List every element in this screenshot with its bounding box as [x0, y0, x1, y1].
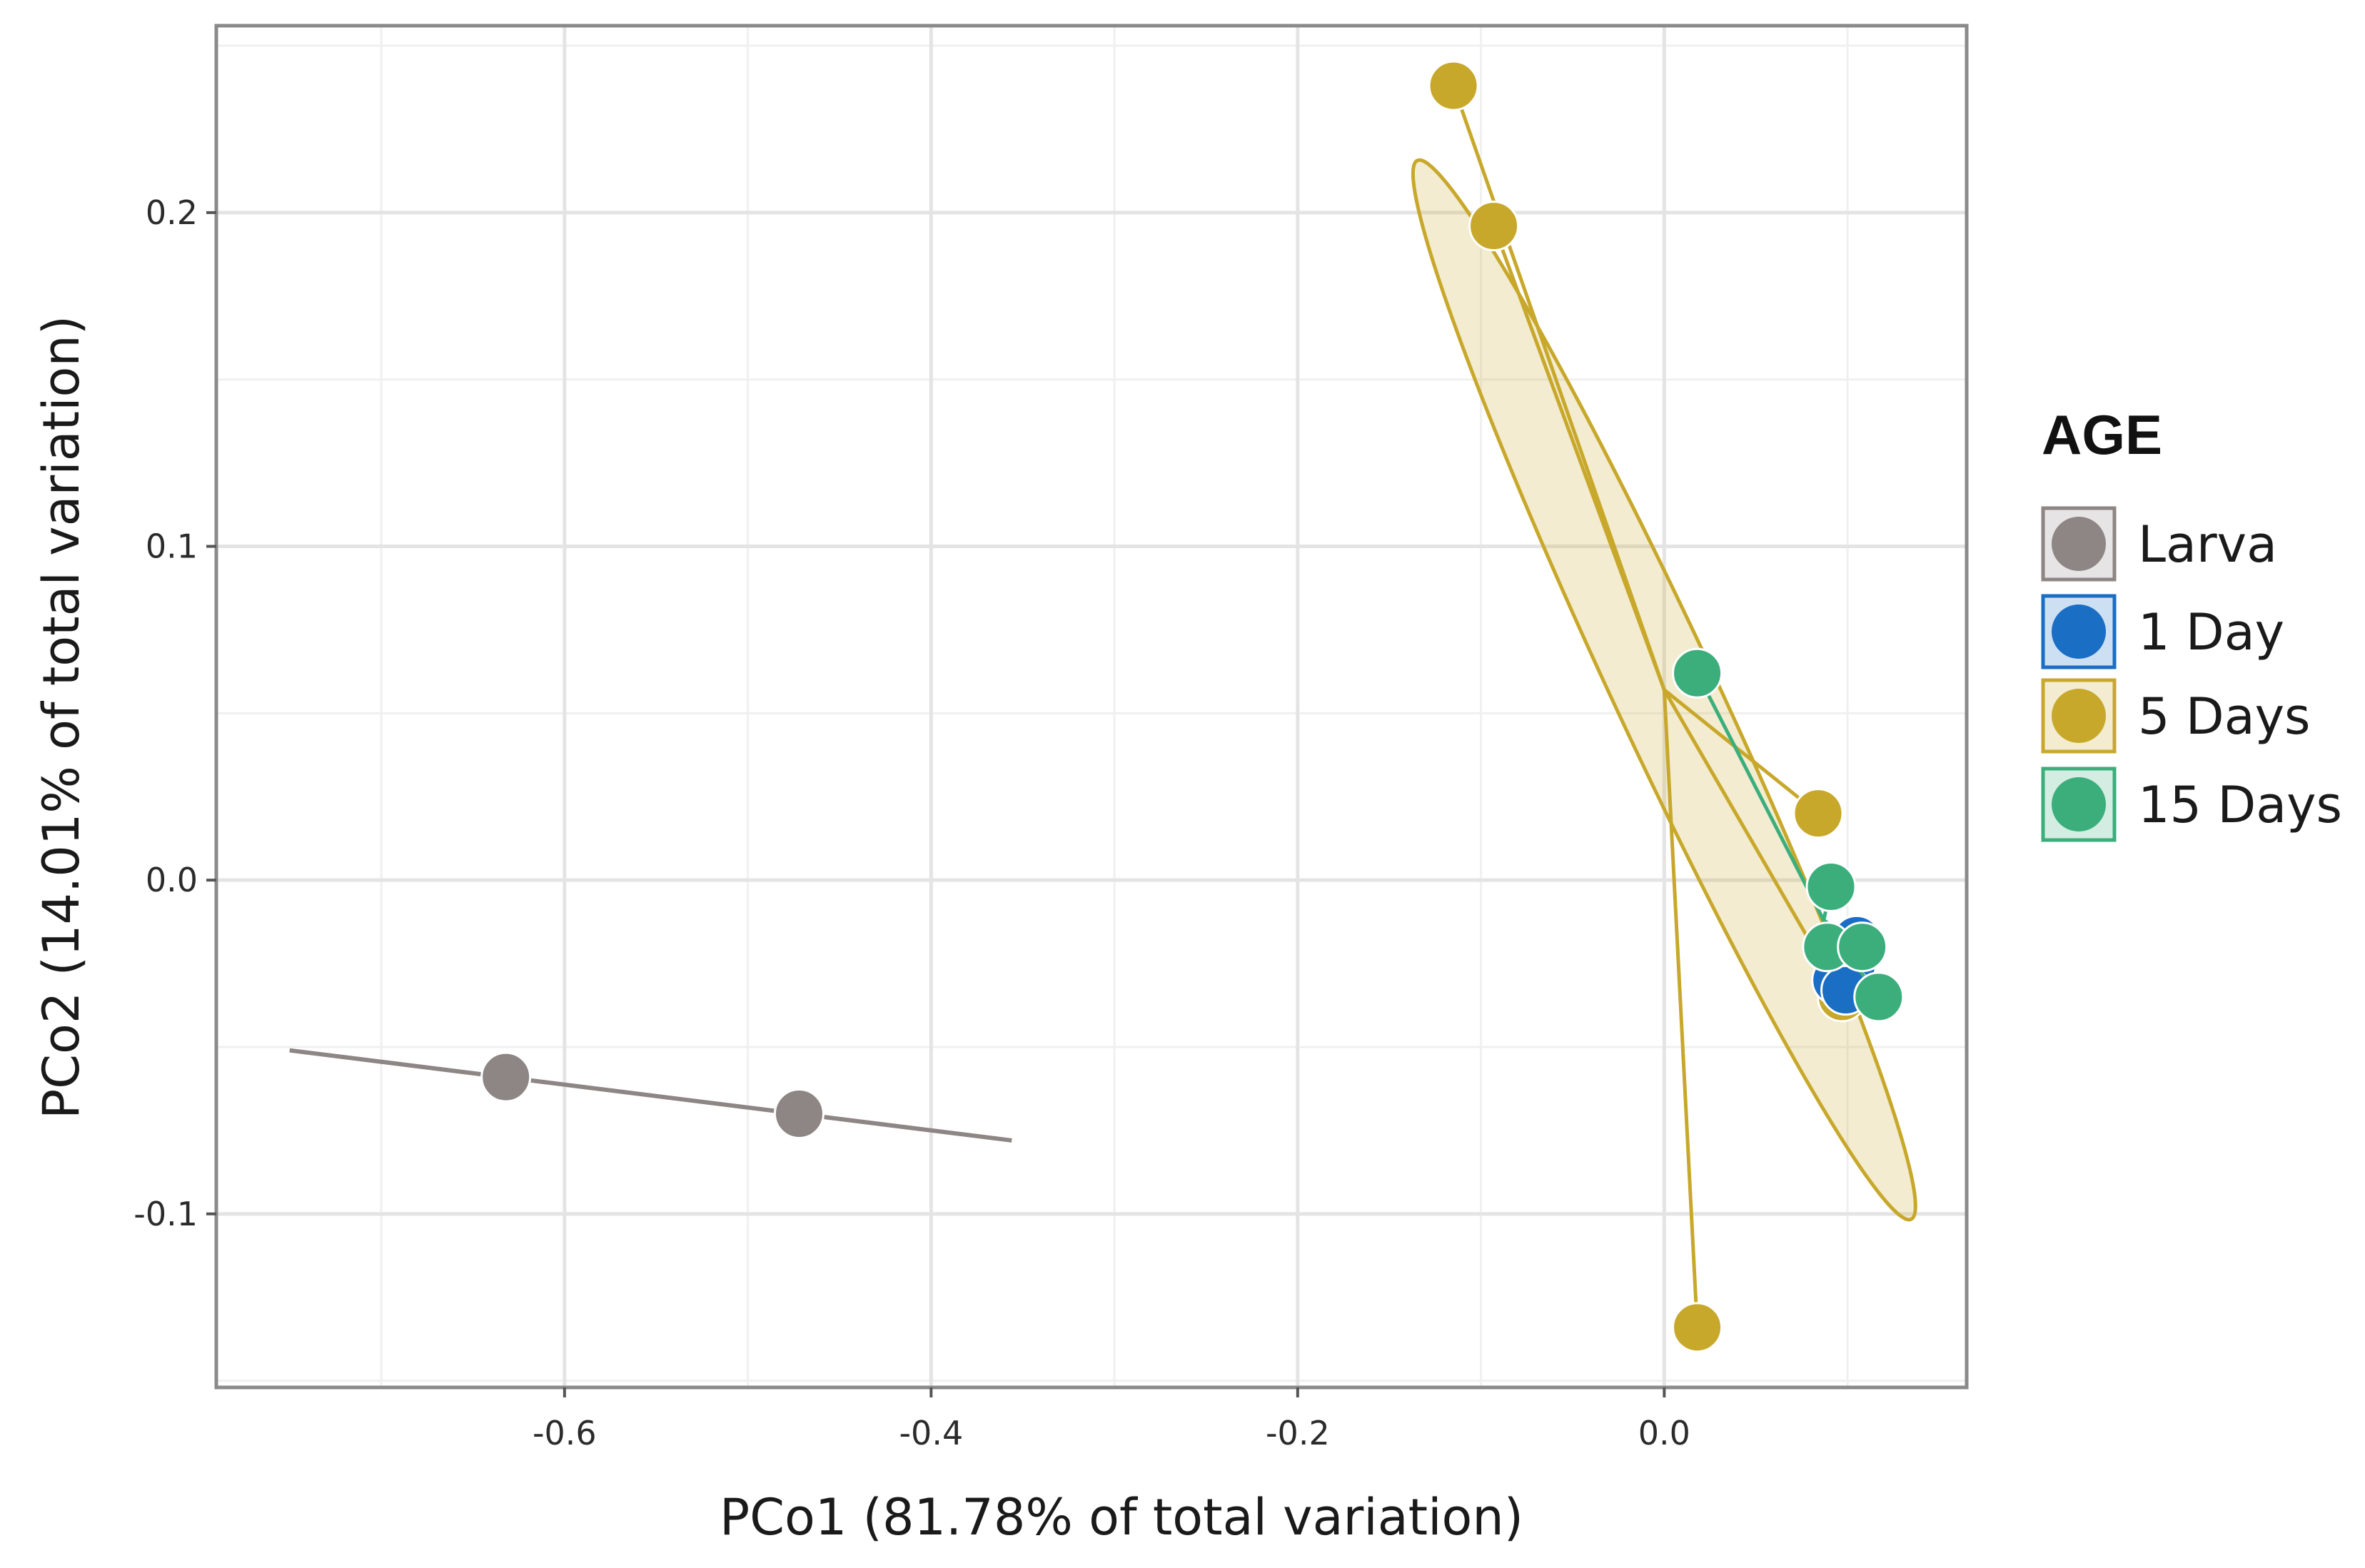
data-point-15-days — [1805, 861, 1857, 913]
legend-swatch-1-day — [2052, 605, 2106, 659]
y-axis-ticks: -0.1 0.0 0.1 0.2 — [133, 193, 216, 1233]
y-tick-label: -0.1 — [133, 1195, 198, 1233]
legend-label-larva: Larva — [2138, 515, 2277, 574]
series-larva — [289, 1048, 1012, 1143]
data-point-5-days — [1672, 1302, 1723, 1353]
data-point-larva — [773, 1088, 825, 1140]
legend-label-1-day: 1 Day — [2138, 603, 2284, 662]
legend-item-5-days: 5 Days — [2041, 678, 2310, 754]
y-tick-label: 0.1 — [146, 527, 198, 566]
legend-label-15-days: 15 Days — [2138, 776, 2342, 834]
series-5-days — [1411, 60, 1917, 1353]
data-point-5-days — [1792, 788, 1844, 839]
data-point-15-days — [1853, 971, 1905, 1023]
spider-line-15-days — [1695, 672, 1825, 921]
data-point-5-days — [1468, 201, 1520, 252]
legend-title: AGE — [2042, 403, 2162, 466]
plot-series — [289, 60, 1917, 1353]
data-point-5-days — [1428, 60, 1479, 111]
data-point-larva — [480, 1051, 532, 1103]
x-tick-label: 0.0 — [1638, 1414, 1690, 1452]
legend-item-larva: Larva — [2041, 506, 2277, 582]
legend-swatch-5-days — [2052, 689, 2106, 743]
grid-minor — [216, 26, 1967, 1387]
spider-line-5-days — [1663, 688, 1820, 815]
spider-line-5-days — [1492, 225, 1666, 691]
series-15-days — [1672, 647, 1905, 1023]
legend-item-1-day: 1 Day — [2041, 594, 2284, 669]
y-axis-title: PCo2 (14.01% of total variation) — [32, 315, 91, 1119]
spider-line-5-days — [1662, 689, 1700, 1327]
x-tick-label: -0.2 — [1266, 1414, 1330, 1452]
x-axis-title: PCo1 (81.78% of total variation) — [720, 1488, 1523, 1547]
x-axis-ticks: -0.6 -0.4 -0.2 0.0 — [533, 1387, 1690, 1452]
legend: AGE Larva 1 Day 5 Days 15 Days — [2041, 403, 2342, 842]
legend-swatch-15-days — [2052, 777, 2106, 831]
legend-swatch-larva — [2052, 517, 2106, 571]
y-tick-label: 0.0 — [146, 861, 198, 899]
legend-label-5-days: 5 Days — [2138, 687, 2310, 746]
panel-border — [214, 24, 1969, 1390]
data-point-15-days — [1672, 647, 1723, 699]
legend-item-15-days: 15 Days — [2041, 767, 2342, 842]
x-tick-label: -0.4 — [899, 1414, 963, 1452]
data-point-15-days — [1837, 921, 1888, 973]
x-tick-label: -0.6 — [533, 1414, 597, 1452]
y-tick-label: 0.2 — [146, 193, 198, 232]
